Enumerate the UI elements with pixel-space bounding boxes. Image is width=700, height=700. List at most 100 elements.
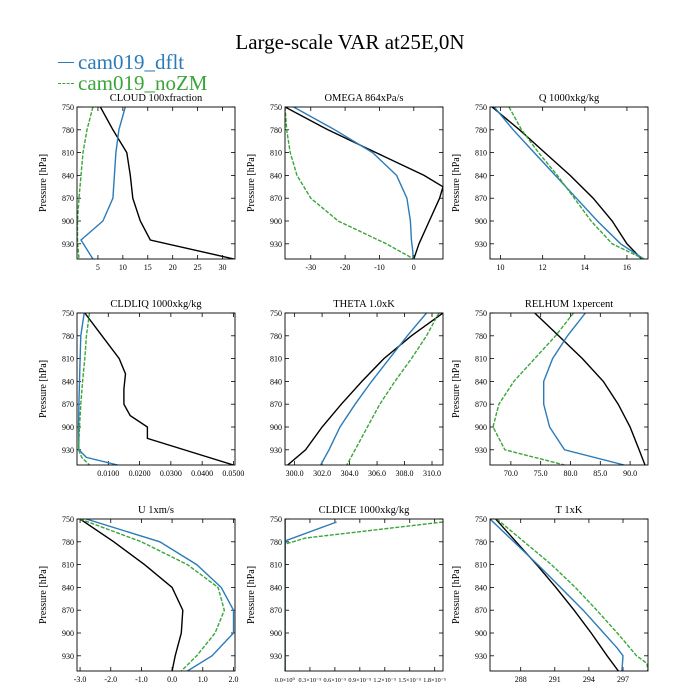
series-line-2	[285, 521, 443, 671]
y-tick-label: 840	[62, 171, 74, 180]
y-tick-label: 810	[270, 561, 282, 570]
y-tick-label: 900	[270, 423, 282, 432]
y-tick-label: 840	[270, 583, 282, 592]
series-group	[492, 313, 646, 465]
panel-title: OMEGA 864xPa/s	[324, 93, 403, 104]
y-tick-label: 930	[62, 240, 74, 249]
y-tick-label: 840	[475, 377, 487, 386]
panel-3: CLDLIQ 1000xkg/kg Pressure [hPa] 750 780 810…	[38, 299, 244, 478]
series-line-1	[85, 519, 235, 671]
x-tick-label: 308.0	[396, 469, 414, 478]
x-tick-label: 297	[617, 675, 629, 684]
series-line-1	[543, 313, 625, 465]
x-tick-label: 15	[144, 263, 152, 272]
y-tick-label: 900	[475, 629, 487, 638]
series-line-0	[84, 313, 234, 465]
plot-frame	[284, 312, 444, 466]
series-line-0	[99, 107, 235, 259]
panel-2: Q 1000xkg/kg Pressure [hPa] 750 780 810 840 87…	[451, 93, 649, 272]
x-tick-label: 10	[119, 263, 127, 272]
y-tick-label: 870	[475, 194, 487, 203]
y-tick-label: 780	[270, 332, 282, 341]
plot-frame	[76, 518, 236, 672]
series-group	[287, 313, 443, 465]
x-tick-label: 0.0300	[160, 469, 182, 478]
plot-frame	[76, 106, 236, 260]
y-axis-label: Pressure [hPa]	[451, 566, 462, 624]
y-tick-label: 840	[62, 583, 74, 592]
y-axis-label: Pressure [hPa]	[38, 566, 49, 624]
y-tick-label: 870	[62, 606, 74, 615]
y-tick-label: 780	[62, 332, 74, 341]
x-tick-label: -2.0	[104, 675, 117, 684]
y-tick-label: 840	[475, 583, 487, 592]
y-tick-label: 930	[62, 652, 74, 661]
x-tick-label: 0.9×10⁻⁵	[348, 677, 371, 684]
x-tick-label: 0.3×10⁻⁵	[299, 677, 322, 684]
series-line-2	[492, 313, 575, 465]
y-tick-label: 750	[475, 515, 487, 524]
y-tick-label: 810	[475, 355, 487, 364]
series-line-2	[79, 519, 226, 671]
y-tick-label: 750	[270, 103, 282, 112]
x-tick-label: 16	[623, 263, 631, 272]
x-tick-label: 0.0500	[222, 469, 244, 478]
y-tick-label: 750	[475, 103, 487, 112]
y-tick-label: 780	[62, 538, 74, 547]
panel-0: CLOUD 100xfraction Pressure [hPa] 750 780 81…	[38, 93, 236, 272]
x-tick-label: 90.0	[623, 469, 637, 478]
series-group	[77, 107, 235, 259]
plot-frame	[489, 106, 649, 260]
y-tick-label: 930	[475, 240, 487, 249]
y-tick-label: 870	[62, 400, 74, 409]
y-tick-label: 870	[270, 606, 282, 615]
x-tick-label: 1.0	[198, 675, 208, 684]
x-tick-label: 288	[515, 675, 527, 684]
x-tick-label: 20	[169, 263, 177, 272]
x-tick-label: -30	[305, 263, 316, 272]
series-line-2	[496, 519, 648, 671]
x-tick-label: 0	[412, 263, 416, 272]
y-tick-label: 750	[62, 515, 74, 524]
y-tick-label: 750	[62, 103, 74, 112]
series-line-0	[491, 107, 643, 259]
y-tick-label: 870	[475, 400, 487, 409]
y-tick-label: 780	[475, 538, 487, 547]
x-tick-label: 0.0400	[191, 469, 213, 478]
y-tick-label: 810	[270, 149, 282, 158]
y-tick-label: 840	[270, 377, 282, 386]
x-tick-label: 5	[96, 263, 100, 272]
y-tick-label: 750	[62, 309, 74, 318]
legend-swatch-nozm	[58, 83, 74, 84]
y-axis-label: Pressure [hPa]	[246, 154, 257, 212]
panel-4: THETA 1.0xK 750 780 810 840 870 900 930 300.0 302…	[270, 299, 444, 478]
y-tick-label: 780	[475, 332, 487, 341]
y-tick-label: 900	[475, 217, 487, 226]
plot-frame	[284, 106, 444, 260]
panel-title: CLOUD 100xfraction	[110, 93, 203, 104]
legend-swatch-dflt	[58, 62, 74, 63]
y-tick-label: 930	[270, 446, 282, 455]
series-group	[285, 107, 443, 259]
y-tick-label: 780	[62, 126, 74, 135]
series-line-1	[490, 519, 624, 671]
series-line-2	[346, 313, 440, 465]
panel-6: U 1xm/s Pressure [hPa] 750 780 810 840 870 900 9…	[38, 505, 238, 684]
panel-title: CLDLIQ 1000xkg/kg	[110, 299, 202, 310]
x-tick-label: 0.0200	[129, 469, 151, 478]
series-line-1	[80, 107, 126, 259]
y-axis-label: Pressure [hPa]	[38, 360, 49, 418]
y-tick-label: 900	[62, 629, 74, 638]
x-tick-label: -3.0	[74, 675, 87, 684]
x-tick-label: 14	[581, 263, 589, 272]
y-tick-label: 870	[475, 606, 487, 615]
x-tick-label: 30	[219, 263, 227, 272]
y-tick-label: 930	[475, 446, 487, 455]
panel-title: RELHUM 1xpercent	[525, 299, 613, 310]
x-tick-label: 1.5×10⁻⁵	[398, 677, 421, 684]
series-line-1	[320, 313, 428, 465]
x-tick-label: 70.0	[504, 469, 518, 478]
y-tick-label: 750	[270, 309, 282, 318]
x-tick-label: 310.0	[423, 469, 441, 478]
